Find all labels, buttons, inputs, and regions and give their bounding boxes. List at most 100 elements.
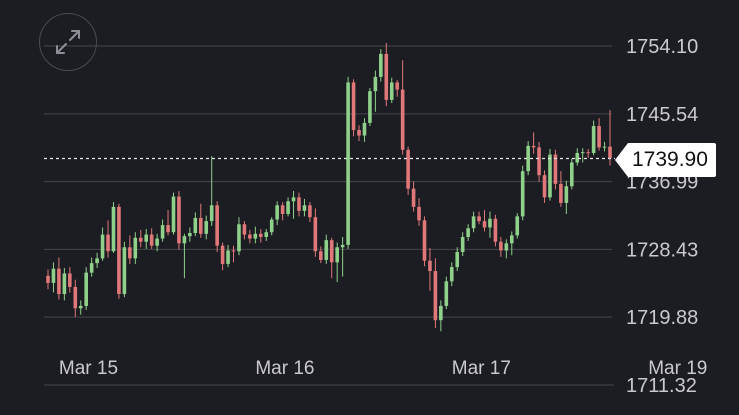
candle: [466, 224, 470, 241]
candle: [482, 210, 487, 232]
price-tag-pointer: [615, 143, 628, 177]
candle: [128, 235, 132, 264]
candle-body: [106, 234, 110, 252]
candle: [73, 279, 78, 318]
candle-body: [509, 235, 514, 244]
candle: [220, 242, 225, 271]
expand-chart-button[interactable]: [39, 13, 97, 71]
x-axis-tick-label: Mar 17: [452, 358, 511, 379]
candle: [51, 262, 56, 293]
candle: [308, 202, 312, 222]
candle-body: [504, 243, 509, 251]
candle-body: [237, 224, 241, 252]
candle-body: [433, 271, 438, 321]
candle: [362, 118, 367, 142]
candle: [433, 258, 438, 329]
candle: [149, 228, 154, 249]
candle: [182, 233, 187, 279]
candle-body: [231, 250, 236, 252]
candle: [357, 125, 361, 142]
candle: [526, 141, 530, 176]
candle-body: [575, 152, 580, 163]
candle-body: [493, 218, 498, 242]
candle-body: [177, 196, 181, 244]
candle-body: [171, 196, 176, 233]
candle: [351, 79, 356, 137]
candle: [209, 156, 214, 226]
candle-body: [226, 250, 230, 264]
candle: [395, 80, 400, 97]
candle-body: [308, 205, 312, 218]
candle-body: [248, 234, 252, 239]
candle: [580, 148, 585, 163]
candle: [324, 234, 329, 264]
candle: [215, 201, 219, 253]
candle-body: [62, 273, 67, 295]
candle: [138, 229, 143, 248]
candle-body: [499, 241, 503, 251]
candle-body: [389, 82, 394, 100]
y-axis-tick-label: 1736.99: [626, 172, 698, 194]
x-axis-tick-label: Mar 16: [255, 358, 314, 379]
candle: [313, 208, 318, 257]
candle-body: [384, 53, 389, 100]
candle: [248, 229, 252, 244]
candle: [269, 217, 274, 236]
current-price-value: 1739.90: [628, 143, 716, 177]
y-axis-tick-label: 1754.10: [626, 36, 698, 58]
candle: [400, 60, 405, 155]
candle: [542, 170, 547, 203]
candle: [188, 227, 192, 242]
candle: [553, 149, 558, 190]
candle: [258, 229, 263, 243]
candle-body: [335, 247, 339, 263]
candle: [335, 242, 339, 283]
candle: [253, 226, 258, 244]
candle-body: [204, 221, 209, 234]
candle-body: [46, 275, 50, 283]
candle-body: [379, 53, 383, 77]
candle: [570, 158, 574, 190]
candle: [439, 300, 443, 332]
candle: [62, 267, 67, 301]
candle-body: [155, 238, 159, 246]
candle-body: [68, 273, 72, 287]
candle-body: [564, 186, 569, 203]
candle-body: [608, 146, 612, 159]
candle: [597, 118, 601, 151]
candle-body: [188, 233, 192, 237]
candle: [275, 201, 279, 226]
candle: [460, 232, 465, 256]
candle: [111, 202, 116, 253]
candle: [68, 267, 72, 293]
candle-body: [537, 147, 541, 176]
candle: [428, 248, 432, 291]
candle: [449, 262, 454, 287]
candle: [368, 87, 372, 127]
x-axis-labels: Mar 15 Mar 16 Mar 17 Mar 19: [59, 358, 707, 379]
candle-body: [291, 197, 296, 202]
candle-body: [57, 268, 61, 295]
candle-body: [466, 228, 470, 237]
candle-body: [395, 82, 400, 90]
candle: [84, 267, 88, 310]
candle-body: [166, 225, 170, 233]
candle: [106, 220, 110, 258]
candle: [548, 149, 552, 201]
candle-body: [570, 162, 574, 187]
candle-body: [515, 216, 520, 236]
candle: [171, 192, 176, 235]
grid-layer: [44, 45, 614, 386]
candle-body: [95, 258, 99, 264]
candle-body: [488, 218, 492, 228]
y-axis-tick-label: 1745.54: [626, 104, 698, 126]
candle-body: [149, 234, 154, 246]
candle: [422, 216, 427, 267]
candle: [537, 141, 541, 182]
candle: [411, 181, 416, 212]
candle-body: [362, 122, 367, 136]
candle-body: [182, 236, 187, 244]
candle: [291, 191, 296, 219]
